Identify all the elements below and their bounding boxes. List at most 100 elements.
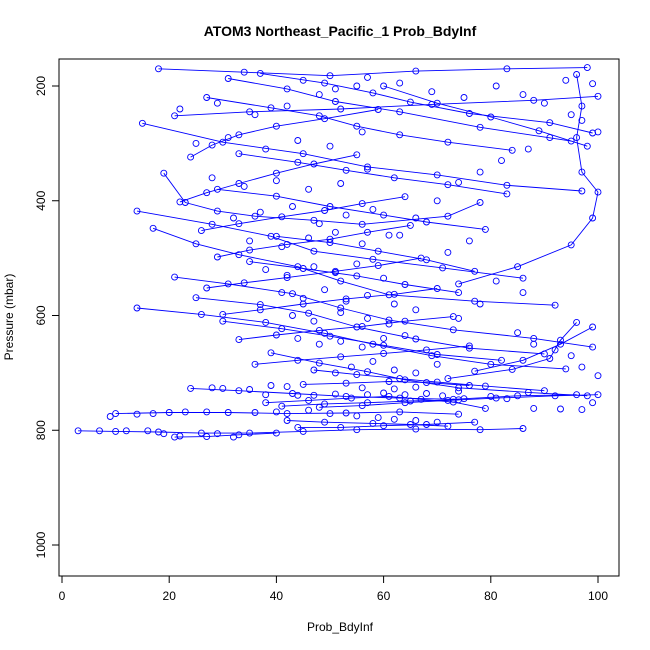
data-point-17-3 xyxy=(396,108,404,116)
data-point-19-0 xyxy=(203,94,211,101)
scatter-point-80 xyxy=(358,240,366,248)
scatter-point-10 xyxy=(181,408,189,416)
scatter-point-102 xyxy=(251,111,259,119)
scatter-point-132 xyxy=(476,300,484,308)
scatter-point-5 xyxy=(213,430,221,438)
scatter-point-128 xyxy=(444,248,452,256)
scatter-point-118 xyxy=(578,116,586,124)
scatter-point-60 xyxy=(337,309,345,317)
scatter-point-59 xyxy=(310,317,318,325)
scatter-point-92 xyxy=(337,180,345,187)
data-point-0-5 xyxy=(594,92,602,100)
scatter-point-29 xyxy=(530,404,538,412)
y-axis: 200 400 600 800 1000 xyxy=(34,76,60,558)
data-point-2-3 xyxy=(251,212,259,220)
x-axis: 0 20 40 60 80 100 xyxy=(59,575,608,603)
data-point-16-3 xyxy=(423,379,430,387)
data-point-7-1 xyxy=(256,301,264,309)
x-axis-label: Prob_BdyInf xyxy=(307,620,374,634)
data-point-18-3 xyxy=(406,98,414,106)
scatter-point-73 xyxy=(331,269,339,276)
scatter-point-125 xyxy=(433,197,441,205)
series-line-8 xyxy=(270,352,588,397)
data-point-31-0 xyxy=(176,198,184,206)
scatter-point-33 xyxy=(305,406,313,414)
scatter-point-90 xyxy=(272,177,280,185)
scatter-point-22 xyxy=(380,389,388,397)
data-point-8-0 xyxy=(267,349,275,357)
scatter-point-131 xyxy=(519,289,527,297)
data-point-24-1 xyxy=(278,325,286,333)
data-point-21-4 xyxy=(423,218,430,226)
scatter-point-20 xyxy=(331,390,339,398)
series-line-40 xyxy=(158,67,588,77)
data-point-7-4 xyxy=(412,335,420,343)
data-point-28-3 xyxy=(508,365,516,373)
scatter-point-9 xyxy=(149,410,157,418)
scatter-point-24 xyxy=(423,390,430,397)
data-point-38-3 xyxy=(406,397,414,405)
data-point-16-1 xyxy=(342,379,350,387)
data-point-2-6 xyxy=(444,212,452,220)
scatter-point-32 xyxy=(589,399,597,407)
scatter-point-117 xyxy=(594,128,602,136)
data-point-27-7 xyxy=(514,263,522,271)
data-point-28-1 xyxy=(557,336,564,344)
scatter-point-85 xyxy=(315,220,323,228)
series-line-22 xyxy=(276,235,475,272)
scatter-point-124 xyxy=(455,178,463,186)
data-point-18-4 xyxy=(465,110,473,117)
scatter-point-98 xyxy=(326,142,334,150)
scatter-point-129 xyxy=(465,237,473,245)
scatter-point-36 xyxy=(374,414,382,422)
data-point-23-0 xyxy=(246,258,254,266)
data-point-3-1 xyxy=(208,220,216,228)
scatter-point-43 xyxy=(390,385,398,393)
data-point-20-5 xyxy=(503,190,511,198)
series-line-38 xyxy=(281,399,459,407)
data-point-32-4 xyxy=(358,200,366,208)
data-point-2-0 xyxy=(160,169,168,177)
scatter-point-136 xyxy=(551,346,559,354)
data-point-1-2 xyxy=(299,150,307,158)
scatter-point-88 xyxy=(208,174,216,182)
data-point-29-2 xyxy=(519,356,527,364)
data-point-25-0 xyxy=(310,366,318,374)
data-point-4-2 xyxy=(235,251,243,259)
data-point-5-5 xyxy=(449,326,457,334)
scatter-point-106 xyxy=(299,76,307,84)
scatter-point-3 xyxy=(160,430,168,438)
data-point-20-2 xyxy=(342,166,350,174)
data-point-32-3 xyxy=(321,207,329,214)
data-point-33-0 xyxy=(213,253,221,261)
data-point-1-5 xyxy=(503,181,511,189)
scatter-point-12 xyxy=(251,409,259,416)
data-point-23-4 xyxy=(455,289,463,297)
data-point-11-0 xyxy=(74,427,82,435)
scatter-point-87 xyxy=(369,205,377,213)
data-point-8-6 xyxy=(583,392,591,400)
data-point-6-0 xyxy=(133,304,141,312)
data-point-31-3 xyxy=(272,169,280,177)
series-line-14 xyxy=(265,395,486,409)
y-axis-label: Pressure (mbar) xyxy=(2,274,16,361)
y-tick-label-0: 200 xyxy=(34,76,48,96)
scatter-point-11 xyxy=(203,408,211,416)
scatter-point-89 xyxy=(240,182,248,190)
data-point-14-6 xyxy=(481,404,489,412)
scatter-point-94 xyxy=(192,139,200,147)
data-point-14-4 xyxy=(417,395,425,403)
data-point-40-0 xyxy=(155,65,162,73)
scatter-point-18 xyxy=(294,391,302,399)
data-point-35-4 xyxy=(390,290,398,298)
scatter-point-15 xyxy=(219,384,227,392)
data-point-6-1 xyxy=(197,310,205,318)
scatter-point-35 xyxy=(353,412,361,420)
data-point-24-4 xyxy=(433,351,441,358)
data-point-17-0 xyxy=(224,75,232,82)
data-point-18-5 xyxy=(546,119,554,127)
data-point-3-2 xyxy=(267,232,275,240)
scatter-point-51 xyxy=(433,360,441,368)
scatter-point-130 xyxy=(492,277,500,285)
